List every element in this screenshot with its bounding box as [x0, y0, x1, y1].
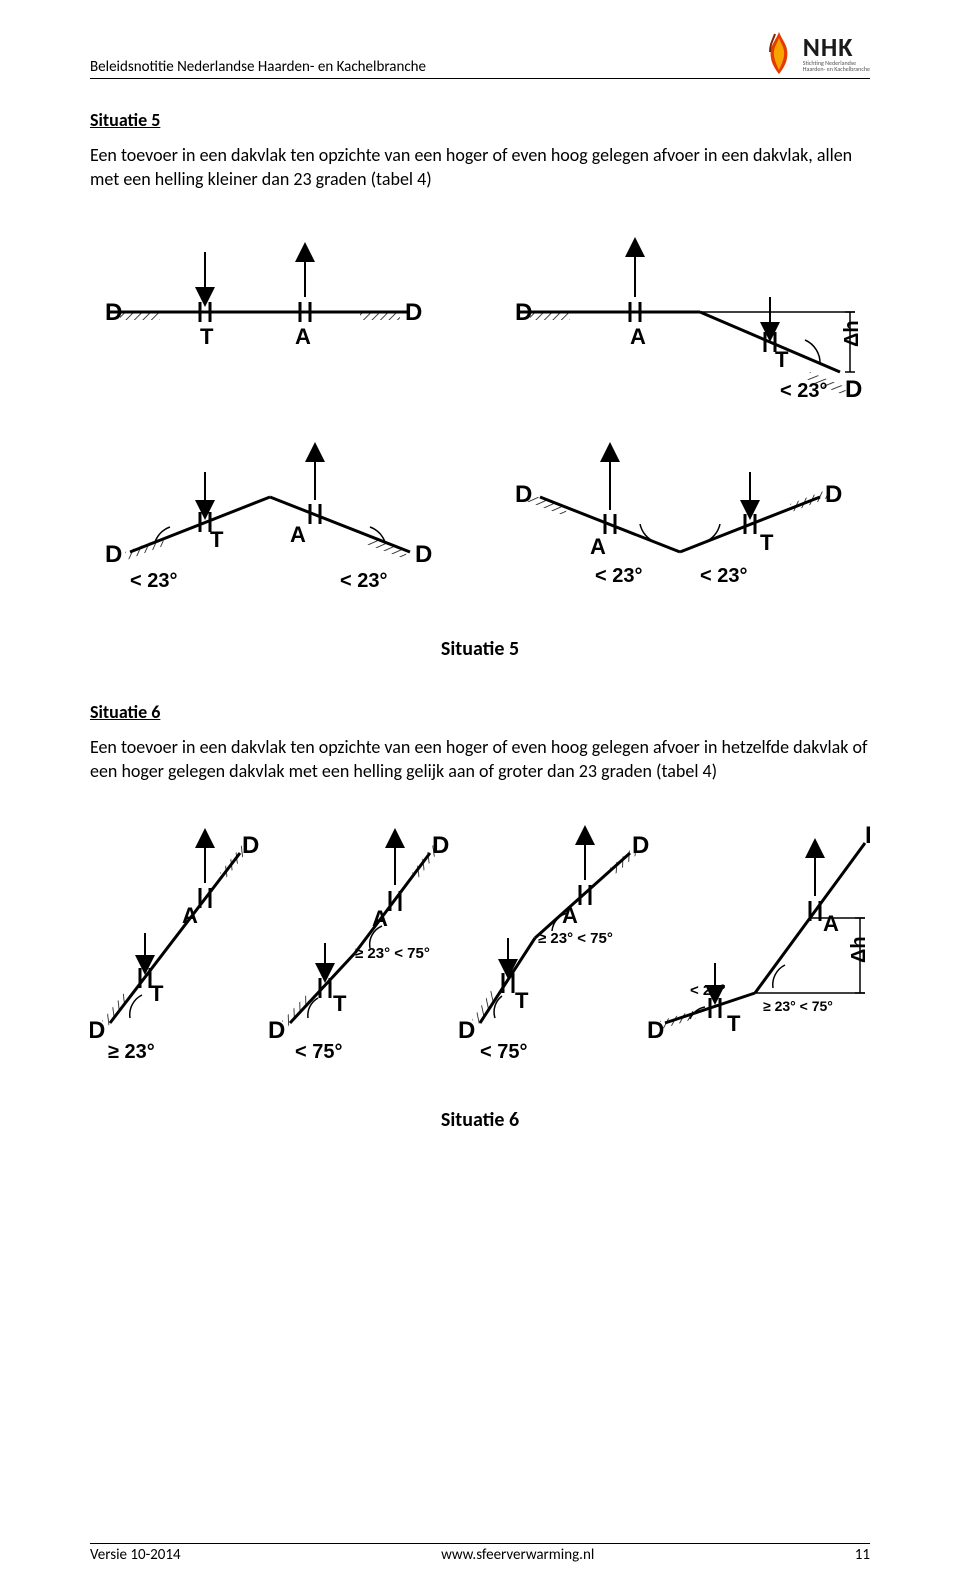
- logo-name: NHK: [803, 34, 870, 60]
- footer-url: www.sfeerverwarming.nl: [441, 1546, 594, 1564]
- situatie-5-title: Situatie 5: [90, 109, 870, 131]
- svg-text:≥ 23° < 75°: ≥ 23° < 75°: [355, 945, 430, 962]
- svg-text:A: A: [290, 522, 306, 547]
- footer-version: Versie 10-2014: [90, 1546, 181, 1564]
- page-footer: Versie 10-2014 www.sfeerverwarming.nl 11: [90, 1543, 870, 1564]
- svg-text:< 75°: < 75°: [480, 1041, 527, 1063]
- svg-text:A: A: [295, 324, 311, 349]
- svg-text:A: A: [590, 534, 606, 559]
- logo-sub2: Haarden- en Kachelbranche: [803, 66, 870, 72]
- header-title: Beleidsnotitie Nederlandse Haarden- en K…: [90, 58, 426, 76]
- svg-text:D: D: [242, 832, 259, 859]
- svg-text:D: D: [415, 541, 432, 568]
- situatie-6-diagram: D D T A ≥ 23° D D T A ≥ 23° < 75° < 75°: [90, 813, 870, 1073]
- svg-text:A: A: [562, 903, 578, 928]
- svg-text:D: D: [825, 481, 842, 508]
- situatie-6-text: Een toevoer in een dakvlak ten opzichte …: [90, 735, 870, 784]
- svg-text:A: A: [823, 911, 839, 936]
- svg-text:A: A: [630, 324, 646, 349]
- svg-text:T: T: [515, 988, 529, 1013]
- svg-text:T: T: [210, 527, 224, 552]
- svg-text:Δh: Δh: [848, 937, 870, 964]
- svg-text:T: T: [760, 530, 774, 555]
- svg-text:T: T: [150, 981, 164, 1006]
- svg-text:T: T: [727, 1011, 741, 1036]
- svg-text:< 75°: < 75°: [295, 1041, 342, 1063]
- svg-text:< 23°: < 23°: [340, 570, 387, 592]
- situatie-5-caption: Situatie 5: [90, 637, 870, 661]
- footer-page-number: 11: [855, 1546, 870, 1564]
- svg-text:D: D: [432, 832, 449, 859]
- svg-text:A: A: [372, 906, 388, 931]
- svg-text:< 23°: < 23°: [690, 982, 726, 999]
- situatie-6-title: Situatie 6: [90, 701, 870, 723]
- svg-text:≥ 23° < 75°: ≥ 23° < 75°: [538, 930, 613, 947]
- svg-text:D: D: [458, 1017, 475, 1044]
- svg-text:D: D: [865, 822, 870, 849]
- svg-text:Δh: Δh: [841, 320, 863, 347]
- svg-text:< 23°: < 23°: [780, 380, 827, 402]
- svg-text:D: D: [515, 481, 532, 508]
- logo: NHK Stichting Nederlandse Haarden- en Ka…: [761, 30, 870, 76]
- svg-text:D: D: [632, 832, 649, 859]
- svg-text:≥ 23°: ≥ 23°: [108, 1041, 155, 1063]
- svg-text:T: T: [333, 991, 347, 1016]
- svg-text:A: A: [182, 903, 198, 928]
- svg-text:D: D: [268, 1017, 285, 1044]
- svg-text:D: D: [647, 1017, 664, 1044]
- page: Beleidsnotitie Nederlandse Haarden- en K…: [0, 0, 960, 1594]
- svg-text:T: T: [200, 324, 214, 349]
- svg-text:< 23°: < 23°: [130, 570, 177, 592]
- svg-text:D: D: [105, 299, 122, 326]
- svg-text:T: T: [775, 347, 789, 372]
- svg-text:D: D: [105, 541, 122, 568]
- situatie-5-text: Een toevoer in een dakvlak ten opzichte …: [90, 143, 870, 192]
- svg-text:D: D: [515, 299, 532, 326]
- svg-text:< 23°: < 23°: [595, 565, 642, 587]
- svg-text:D: D: [405, 299, 422, 326]
- flame-icon: [761, 30, 797, 76]
- svg-text:D: D: [845, 376, 862, 403]
- situatie-5-diagram: D D T A Δh: [90, 222, 870, 602]
- svg-text:D: D: [90, 1017, 105, 1044]
- situatie-6-caption: Situatie 6: [90, 1108, 870, 1132]
- svg-text:< 23°: < 23°: [700, 565, 747, 587]
- svg-text:≥ 23° < 75°: ≥ 23° < 75°: [763, 998, 833, 1014]
- page-header: Beleidsnotitie Nederlandse Haarden- en K…: [90, 30, 870, 79]
